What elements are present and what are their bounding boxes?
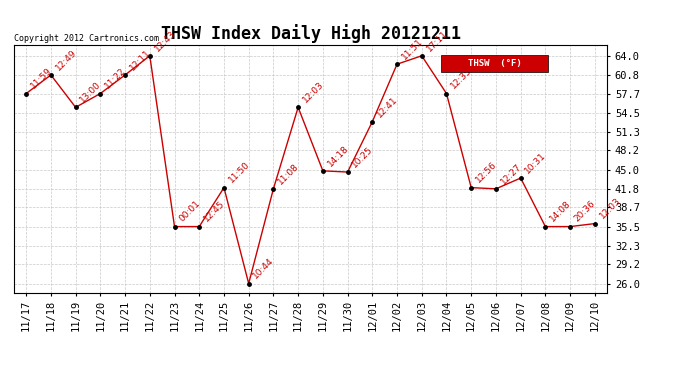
FancyBboxPatch shape <box>441 55 548 72</box>
Text: 17:11: 17:11 <box>424 28 449 53</box>
Text: 10:44: 10:44 <box>251 256 276 281</box>
Text: 12:43: 12:43 <box>152 28 177 53</box>
Text: Copyright 2012 Cartronics.com: Copyright 2012 Cartronics.com <box>14 33 159 42</box>
Text: 11:22: 11:22 <box>103 66 128 91</box>
Text: 10:31: 10:31 <box>524 151 548 175</box>
Text: 11:50: 11:50 <box>227 160 251 185</box>
Text: 12:56: 12:56 <box>474 160 499 185</box>
Text: 12:45: 12:45 <box>202 200 226 224</box>
Text: 12:11: 12:11 <box>128 48 152 72</box>
Text: 14:08: 14:08 <box>548 199 573 224</box>
Text: 12:03: 12:03 <box>598 196 622 221</box>
Text: 11:59: 11:59 <box>29 66 54 91</box>
Text: 20:36: 20:36 <box>573 199 598 224</box>
Text: 12:35: 12:35 <box>449 66 474 91</box>
Text: 13:00: 13:00 <box>79 80 103 105</box>
Text: 12:27: 12:27 <box>499 162 523 186</box>
Text: THSW  (°F): THSW (°F) <box>468 59 522 68</box>
Text: 12:49: 12:49 <box>54 48 78 72</box>
Title: THSW Index Daily High 20121211: THSW Index Daily High 20121211 <box>161 24 460 44</box>
Text: 12:41: 12:41 <box>375 94 400 119</box>
Text: 00:01: 00:01 <box>177 199 202 224</box>
Text: 12:03: 12:03 <box>301 80 326 105</box>
Text: 14:18: 14:18 <box>326 144 351 168</box>
Text: 10:25: 10:25 <box>351 145 375 169</box>
Text: 11:51: 11:51 <box>400 37 424 62</box>
Text: 11:08: 11:08 <box>276 161 301 186</box>
